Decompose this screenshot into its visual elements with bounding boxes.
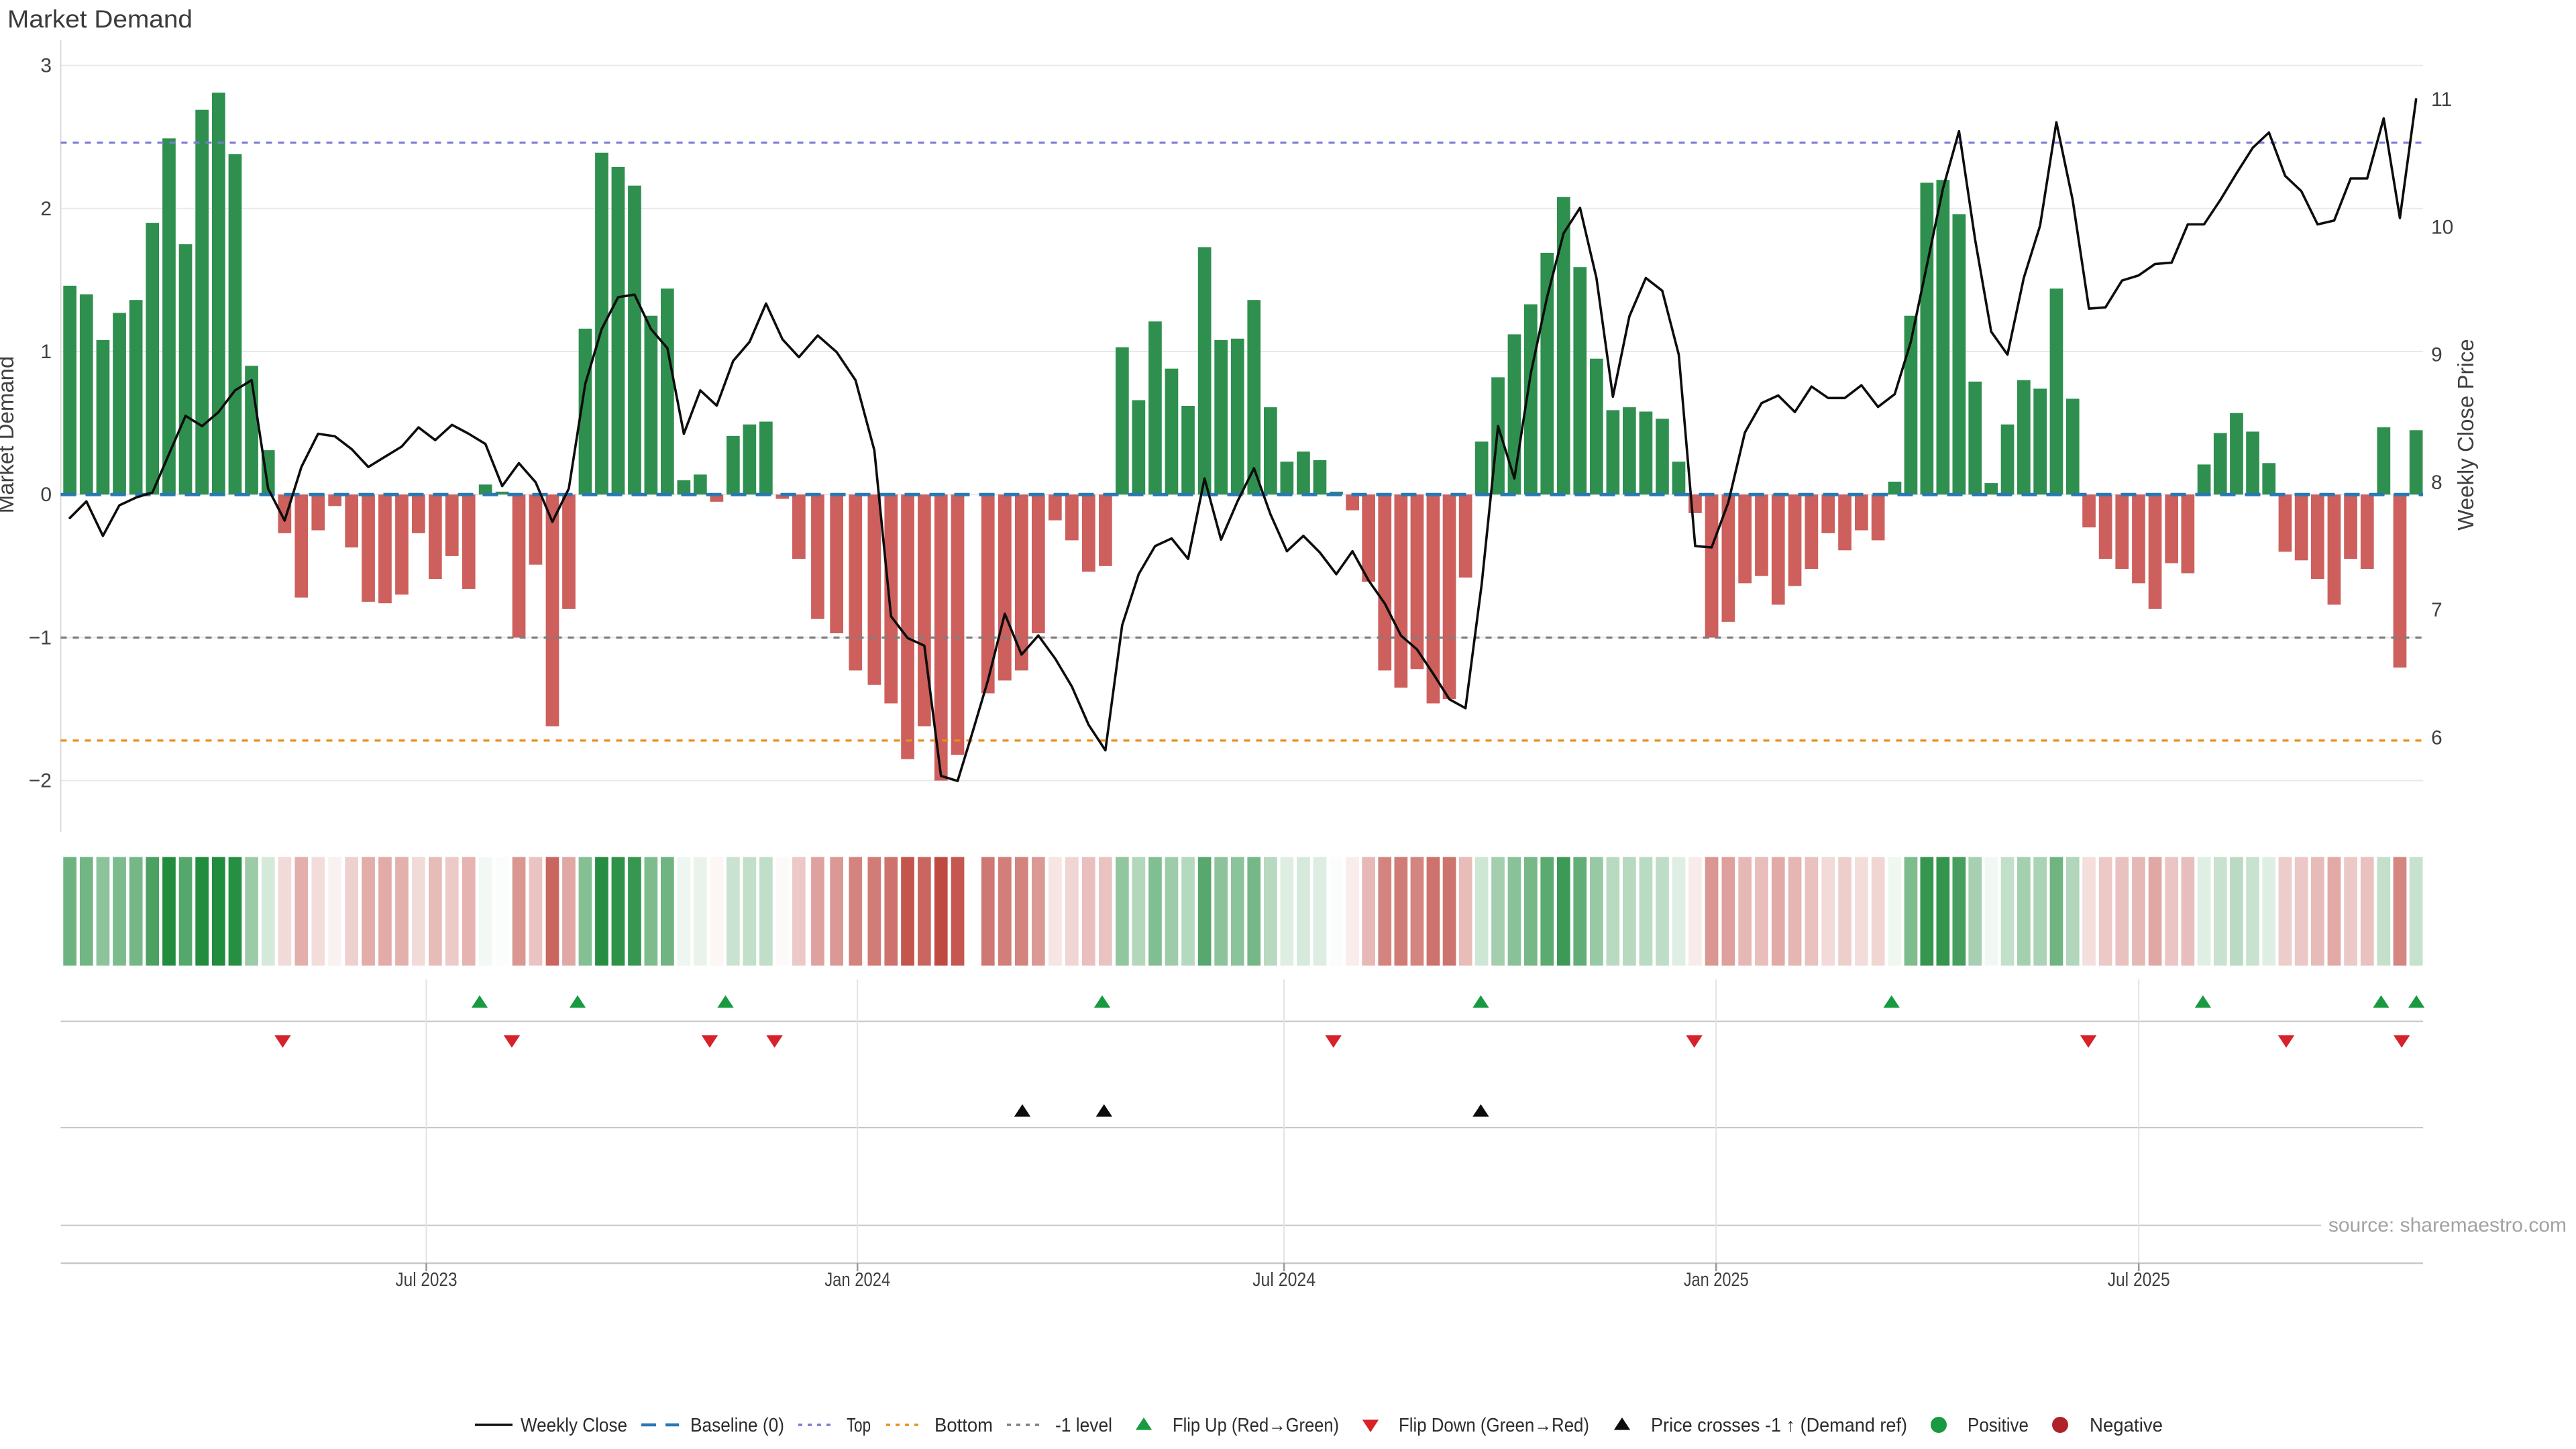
svg-text:Jul 2025: Jul 2025 xyxy=(2108,1269,2170,1291)
svg-text:Price crosses -1 ↑ (Demand ref: Price crosses -1 ↑ (Demand ref) xyxy=(1651,1415,1907,1436)
svg-text:Market Demand: Market Demand xyxy=(7,5,193,33)
svg-text:−2: −2 xyxy=(29,770,52,792)
svg-text:7: 7 xyxy=(2431,599,2443,621)
svg-text:11: 11 xyxy=(2431,89,2452,111)
svg-text:1: 1 xyxy=(40,341,52,363)
svg-text:2: 2 xyxy=(40,198,52,220)
svg-text:Weekly Close Price: Weekly Close Price xyxy=(2453,339,2478,530)
svg-text:Market Demand: Market Demand xyxy=(0,356,18,514)
svg-text:Top: Top xyxy=(847,1415,871,1436)
svg-text:Flip Up (Red→Green): Flip Up (Red→Green) xyxy=(1173,1415,1339,1436)
svg-text:Weekly Close: Weekly Close xyxy=(521,1415,627,1436)
svg-text:Flip Down (Green→Red): Flip Down (Green→Red) xyxy=(1399,1415,1589,1436)
svg-text:6: 6 xyxy=(2431,727,2443,749)
svg-text:Negative: Negative xyxy=(2090,1415,2163,1436)
svg-text:Baseline (0): Baseline (0) xyxy=(690,1415,784,1436)
svg-text:Jan 2024: Jan 2024 xyxy=(824,1269,890,1291)
svg-text:8: 8 xyxy=(2431,472,2443,494)
svg-text:10: 10 xyxy=(2431,216,2453,238)
svg-text:0: 0 xyxy=(40,484,52,506)
svg-text:−1: −1 xyxy=(29,627,52,649)
svg-text:3: 3 xyxy=(40,55,52,77)
svg-text:Jul 2023: Jul 2023 xyxy=(396,1269,458,1291)
svg-text:9: 9 xyxy=(2431,344,2443,366)
svg-text:Jul 2024: Jul 2024 xyxy=(1252,1269,1316,1291)
svg-text:source: sharemaestro.com: source: sharemaestro.com xyxy=(2328,1214,2567,1236)
svg-text:Bottom: Bottom xyxy=(934,1415,993,1436)
svg-text:-1 level: -1 level xyxy=(1055,1415,1112,1436)
svg-text:Positive: Positive xyxy=(1968,1415,2029,1436)
svg-text:Jan 2025: Jan 2025 xyxy=(1684,1269,1749,1291)
